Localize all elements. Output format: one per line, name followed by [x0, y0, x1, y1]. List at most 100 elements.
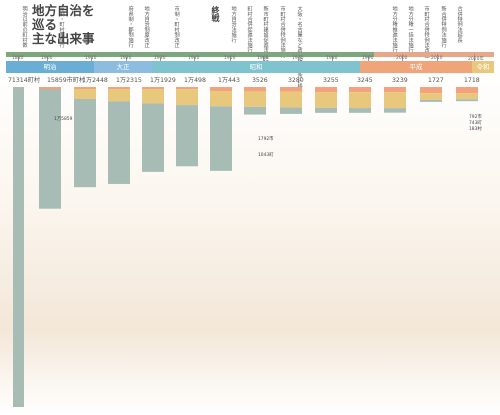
bar-segment-2 — [210, 106, 232, 171]
year-tick — [474, 54, 475, 66]
bar-segment-1 — [456, 93, 478, 100]
year-tick — [91, 54, 92, 66]
bar-segment-2 — [349, 108, 371, 113]
bar-segment-1 — [244, 91, 266, 107]
inline-label: 792市 — [469, 113, 482, 120]
year-label: 1940 — [188, 56, 200, 61]
bar-value-label: 15859市町村 — [47, 76, 85, 84]
event-label: 地方自治法施行 — [230, 6, 237, 43]
bar-segment-0 — [420, 87, 442, 94]
year-tick — [298, 54, 299, 66]
event-label: 市制・町村制改正 — [173, 6, 180, 48]
bar-segment-2 — [108, 101, 130, 184]
bar-segment-0 — [176, 87, 198, 90]
title-line: 巡る — [32, 17, 58, 32]
event-label: 新合併特例法施行 — [440, 6, 447, 48]
event-label: 府県制・郡制施行 — [127, 6, 134, 48]
event-label: 明治以前の町村数 — [21, 6, 28, 48]
bar-segment-1 — [176, 89, 198, 106]
bar-segment-2 — [456, 99, 478, 102]
year-tick — [126, 54, 127, 66]
bar-segment-2 — [384, 108, 406, 113]
bar-segment-2 — [176, 105, 198, 167]
year-tick — [194, 54, 195, 66]
year-tick — [160, 54, 161, 66]
era-1: 大正 — [94, 61, 152, 73]
bar-segment-0 — [280, 87, 302, 92]
year-tick — [332, 54, 333, 66]
timeline-bar — [6, 52, 494, 57]
bar-segment-1 — [280, 91, 302, 108]
bar-segment-1 — [142, 89, 164, 104]
year-tick — [437, 54, 438, 66]
bar-value-label: 3255 — [323, 77, 339, 84]
year-label: 2020年 — [468, 57, 484, 62]
bar-segment-0 — [349, 87, 371, 93]
bar-segment-0 — [315, 87, 337, 93]
event-label: 市町村合併特例法施行 — [279, 6, 286, 58]
inline-label: 1792市 — [258, 135, 274, 142]
timeline-segment-recent — [374, 52, 494, 57]
year-tick — [402, 54, 403, 66]
year-label: 1930 — [154, 56, 166, 61]
bar-segment-1 — [420, 93, 442, 100]
inline-label: 183村 — [469, 125, 482, 132]
year-label: 1960 — [257, 56, 269, 61]
era-4: 令和 — [472, 61, 494, 73]
bar-value-label: 1万2448 — [82, 77, 108, 84]
bar-segment-0 — [456, 87, 478, 94]
bar-segment-0 — [244, 87, 266, 92]
bar-segment-0 — [142, 87, 164, 89]
bar-value-label: 3239 — [392, 77, 408, 84]
bar-value-label: 3245 — [357, 77, 373, 84]
year-label: 1980 — [326, 56, 338, 61]
bar-segment-2 — [315, 107, 337, 113]
year-label: 1950 — [224, 56, 236, 61]
bar-segment-1 — [74, 89, 96, 99]
year-label: 2000 — [396, 56, 408, 61]
era-0: 明治 — [6, 61, 94, 73]
event-label: 地方分権一括法施行 — [407, 6, 414, 53]
bar-segment-2 — [74, 98, 96, 188]
event-label: 大阪・名古屋など政令指定都市に移行 — [296, 6, 303, 95]
inline-label: 1043町 — [258, 152, 274, 158]
bar-segment-1 — [315, 92, 337, 108]
bar-segment-1 — [384, 92, 406, 109]
year-tick — [230, 54, 231, 66]
bar-value-label: 3280 — [288, 77, 304, 84]
bar-segment-1 — [210, 91, 232, 107]
year-label: 2010 — [431, 56, 443, 61]
year-label: 1920 — [120, 56, 132, 61]
event-label: 市町村合併特例法改正 — [423, 6, 430, 58]
event-label: 地方分権推進法施行 — [391, 6, 398, 53]
bar-segment-1 — [108, 89, 130, 102]
bar-segment-2 — [39, 89, 61, 209]
year-label: 1900 — [41, 56, 53, 61]
bar-segment-0 — [384, 87, 406, 93]
event-label: 新市町村建設促進法施行 — [262, 6, 269, 64]
event-label: 合併特例法延長 — [456, 6, 463, 43]
bar-segment-0 — [39, 87, 61, 89]
event-label: 地方自治制度改正 — [143, 6, 150, 48]
bar-value-label: 1万498 — [184, 77, 206, 84]
bar-segment-0 — [108, 87, 130, 89]
bar-segment-0 — [74, 87, 96, 89]
bar-segment-2 — [280, 107, 302, 114]
era-3: 平成 — [360, 61, 472, 73]
era-band: 明治 大正 昭和 平成 令和 — [6, 61, 494, 73]
title-line: 地方自治を — [32, 3, 95, 18]
bar-segment-2 — [142, 103, 164, 172]
era-2: 昭和 — [152, 61, 360, 73]
inline-label: 1万5859 — [54, 116, 73, 122]
year-tick — [263, 54, 264, 66]
bar-segment-0 — [210, 87, 232, 92]
bar-value-label: 1万443 — [218, 77, 240, 84]
page-title: 地方自治を 巡る 主な出来事 — [32, 4, 95, 46]
year-tick — [18, 54, 19, 66]
bar-value-label: 1万2315 — [116, 77, 142, 84]
year-label: 1970 — [292, 56, 304, 61]
bar-segment-2 — [244, 106, 266, 115]
year-tick — [47, 54, 48, 66]
bar-value-label: 1万1929 — [150, 77, 176, 84]
